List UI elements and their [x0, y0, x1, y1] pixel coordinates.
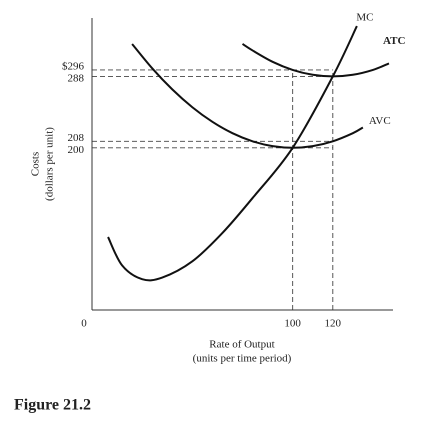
- x-tick-label: 120: [325, 318, 342, 330]
- curve-label: AVC: [369, 115, 391, 127]
- cost-curve: [241, 43, 390, 78]
- y-tick-label: 200: [68, 144, 85, 156]
- y-axis-label: Costs: [30, 152, 42, 176]
- cost-curve: [107, 25, 358, 282]
- y-axis-label: (dollars per unit): [44, 127, 56, 201]
- curve-label: MC: [356, 12, 373, 24]
- x-tick-label: 100: [284, 318, 301, 330]
- curve-label: ATC: [383, 35, 405, 47]
- y-tick-label: $296: [62, 61, 85, 73]
- x-axis-label: Rate of Output: [209, 339, 274, 351]
- y-tick-label: 208: [68, 132, 85, 144]
- y-tick-label: 288: [68, 73, 85, 85]
- x-axis-label: (units per time period): [193, 353, 292, 365]
- cost-curve: [131, 43, 364, 149]
- figure-caption: Figure 21.2: [14, 397, 91, 414]
- x-tick-label: 0: [81, 318, 87, 330]
